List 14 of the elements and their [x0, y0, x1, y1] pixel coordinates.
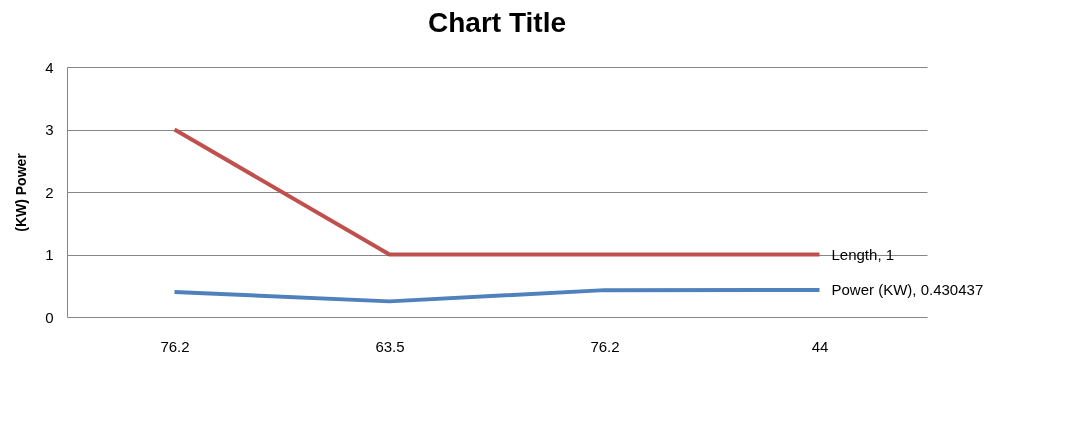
x-tick-label: 44: [811, 337, 829, 355]
x-tick-label: 76.2: [590, 337, 620, 355]
line-series: [172, 288, 822, 304]
y-tick-label: 0: [45, 308, 54, 326]
y-tick-label: 2: [45, 183, 54, 201]
x-tick-label: 63.5: [375, 337, 405, 355]
x-tick-label: 76.2: [160, 337, 190, 355]
data-label: Power (KW), 0.430437: [831, 281, 984, 299]
y-axis-title: (KW) Power: [13, 152, 30, 232]
y-tick-label: 4: [45, 58, 54, 76]
chart-title: Chart Title: [428, 7, 566, 38]
data-label: Length, 1: [831, 245, 895, 263]
y-tick-label: 3: [45, 121, 54, 138]
y-tick-label: 1: [45, 246, 54, 263]
